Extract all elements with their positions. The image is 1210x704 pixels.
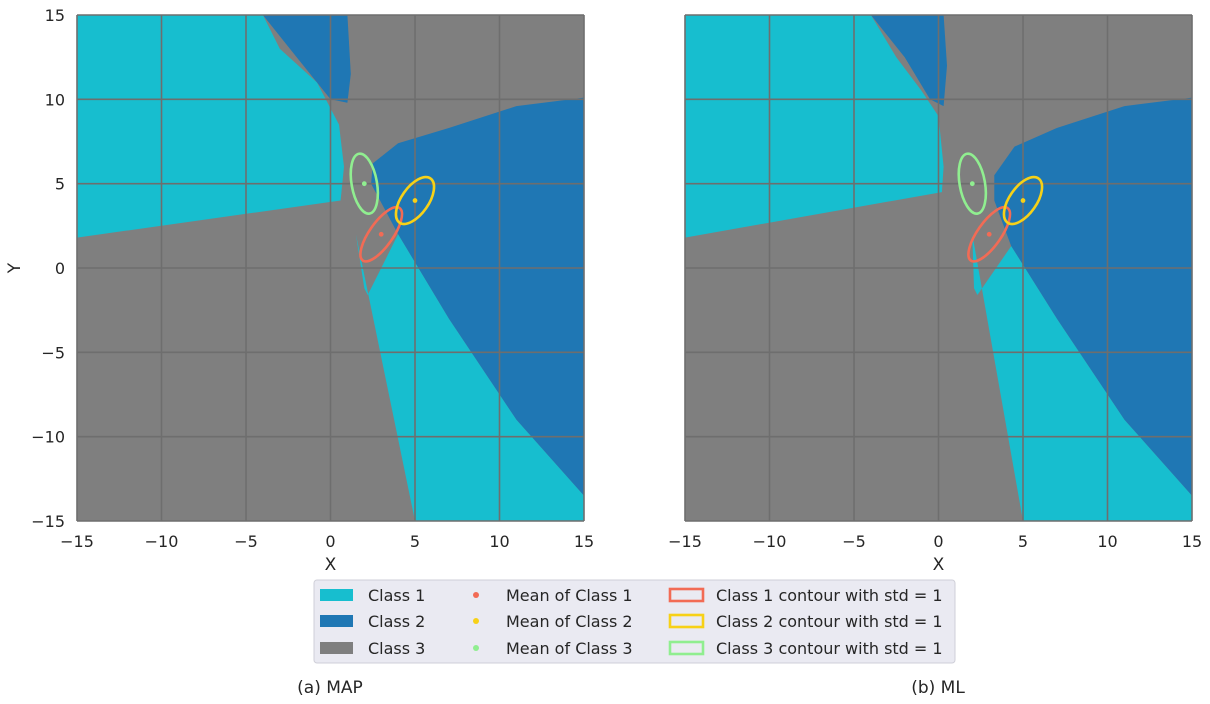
legend-box xyxy=(313,579,956,664)
legend-marker-mean-of-class-1 xyxy=(473,592,479,598)
mean-point-class-1 xyxy=(986,231,992,237)
region-class-1-0 xyxy=(77,15,344,238)
y-tick-label: 0 xyxy=(55,259,65,278)
x-tick-label: 10 xyxy=(1097,532,1117,551)
legend-label-mean-of-class-1: Mean of Class 1 xyxy=(506,586,633,605)
x-tick-label: −10 xyxy=(753,532,787,551)
legend-marker-mean-of-class-3 xyxy=(473,645,479,651)
mean-point-class-2 xyxy=(412,198,418,203)
y-axis-label: Y xyxy=(5,262,25,274)
mean-point-class-1 xyxy=(378,231,384,237)
legend-label-mean-of-class-2: Mean of Class 2 xyxy=(506,612,633,631)
x-tick-label: −15 xyxy=(60,532,94,551)
x-tick-label: −10 xyxy=(145,532,179,551)
legend-outline-class-1-contour-with-std-1 xyxy=(668,587,705,603)
legend-label-class-3-contour-with-std-1: Class 3 contour with std = 1 xyxy=(716,639,943,658)
contour-class-3 xyxy=(349,152,380,215)
x-tick-label: −5 xyxy=(234,532,258,551)
legend-label-class-3: Class 3 xyxy=(368,639,425,658)
caption-ml: (b) ML xyxy=(911,678,965,698)
contour-class-2 xyxy=(394,175,436,226)
mean-point-class-3 xyxy=(361,181,367,187)
mean-point-class-3 xyxy=(969,181,975,187)
x-tick-label: 0 xyxy=(325,532,335,551)
region-class-2-2 xyxy=(371,97,584,496)
x-tick-label: 0 xyxy=(933,532,943,551)
contour-class-1 xyxy=(967,205,1012,263)
x-tick-label: 10 xyxy=(489,532,509,551)
y-tick-label: −10 xyxy=(31,428,65,447)
x-tick-label: 15 xyxy=(1182,532,1202,551)
y-tick-label: −15 xyxy=(31,512,65,531)
x-axis-label: X xyxy=(933,555,945,575)
x-axis-label: X xyxy=(325,555,337,575)
x-tick-label: 5 xyxy=(1018,532,1028,551)
legend-label-class-1: Class 1 xyxy=(368,586,425,605)
y-tick-label: 15 xyxy=(45,6,65,25)
legend-swatch-class-2 xyxy=(320,615,353,627)
legend-swatch-class-3 xyxy=(320,642,353,654)
y-tick-label: 5 xyxy=(55,175,65,194)
region-class-1-3 xyxy=(972,234,1192,522)
legend-label-class-1-contour-with-std-1: Class 1 contour with std = 1 xyxy=(716,586,943,605)
contour-class-3 xyxy=(957,152,988,215)
region-class-1-3 xyxy=(355,234,584,522)
x-tick-label: −5 xyxy=(842,532,866,551)
x-tick-label: 15 xyxy=(574,532,594,551)
legend-outline-class-3-contour-with-std-1 xyxy=(668,640,705,656)
contour-class-1 xyxy=(359,205,404,263)
region-class-1-0 xyxy=(685,15,944,238)
legend-label-mean-of-class-3: Mean of Class 3 xyxy=(506,639,633,658)
region-class-2-1 xyxy=(262,15,351,103)
legend-marker-mean-of-class-2 xyxy=(473,618,479,624)
x-tick-label: −15 xyxy=(668,532,702,551)
legend-swatch-class-1 xyxy=(320,589,353,601)
panel-ml: −15 −10 −5 0 5 10 15 X xyxy=(668,14,1202,575)
panel-map: −15 −10 −5 0 5 10 15 15 10 5 0 −5 −10 −15 X Y xyxy=(5,6,594,575)
region-class-2-2 xyxy=(994,97,1192,496)
legend-label-class-2-contour-with-std-1: Class 2 contour with std = 1 xyxy=(716,612,943,631)
contour-class-2 xyxy=(1002,175,1044,226)
legend-label-class-2: Class 2 xyxy=(368,612,425,631)
y-tick-label: −5 xyxy=(41,343,65,362)
region-class-2-1 xyxy=(870,15,947,107)
mean-point-class-2 xyxy=(1020,198,1026,203)
caption-map: (a) MAP xyxy=(297,678,363,698)
legend: Class 1 Class 2 Class 3 Mean of Class 1 Mean… xyxy=(313,579,956,664)
legend-outline-class-2-contour-with-std-1 xyxy=(668,613,705,629)
y-tick-label: 10 xyxy=(45,90,65,109)
x-tick-label: 5 xyxy=(410,532,420,551)
